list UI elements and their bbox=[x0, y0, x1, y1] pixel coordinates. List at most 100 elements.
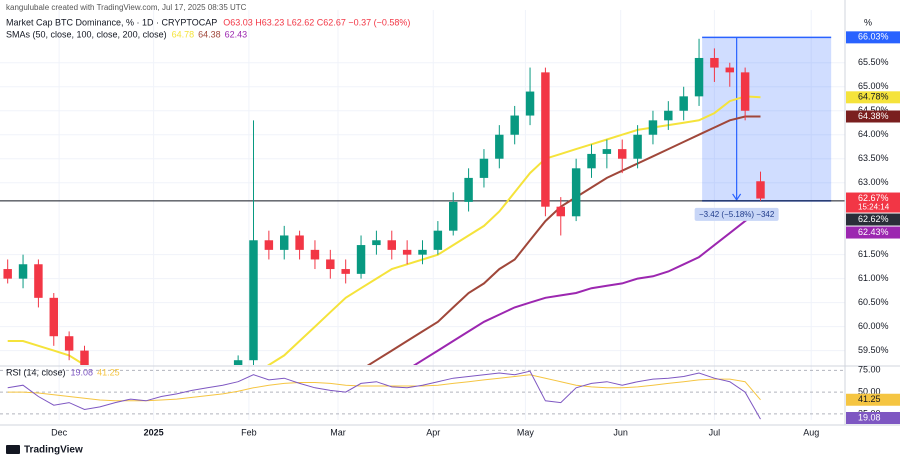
x-tick-label: Aug bbox=[803, 427, 819, 437]
ohlc-values: O63.03 H63.23 L62.62 C62.67 −0.37 (−0.58… bbox=[223, 17, 410, 27]
price-tag-label: 62.62% bbox=[858, 214, 889, 224]
candle-body bbox=[326, 259, 335, 270]
candle-body bbox=[648, 120, 658, 135]
candle-body bbox=[556, 206, 565, 217]
sma-legend-value: 62.43 bbox=[225, 29, 248, 39]
price-tag-label: 62.67% bbox=[858, 193, 889, 203]
chart-title: Market Cap BTC Dominance, % · 1D · CRYPT… bbox=[6, 17, 217, 27]
rsi-line bbox=[7, 374, 761, 402]
x-tick-label: May bbox=[517, 427, 535, 437]
candle-body bbox=[402, 249, 412, 255]
measure-arrow-head bbox=[732, 193, 742, 202]
candle-body bbox=[64, 336, 74, 351]
rsi-legend-value: 41.25 bbox=[97, 367, 120, 377]
axes: 59.50% 60.00% 60.50% 61.00% 61.50% 63.00% 63.5… bbox=[51, 57, 888, 437]
rsi-tag bbox=[846, 412, 900, 424]
rsi-legend-value: 19.08 bbox=[71, 367, 94, 377]
candle-body bbox=[479, 158, 489, 178]
sma-line bbox=[366, 115, 761, 365]
price-tag-label: 64.78% bbox=[858, 92, 889, 102]
candle-body bbox=[80, 350, 89, 365]
candle-body bbox=[725, 67, 734, 73]
candle-body bbox=[341, 269, 350, 274]
candle-body bbox=[449, 201, 458, 231]
candle-body bbox=[602, 149, 612, 154]
unit-label: % bbox=[864, 17, 872, 27]
price-tag-label: 62.43% bbox=[858, 227, 889, 237]
rsi-tick-label: 75.00 bbox=[858, 365, 881, 375]
candle-body bbox=[310, 249, 320, 260]
candle-body bbox=[464, 177, 473, 202]
brand: TradingView bbox=[24, 445, 83, 456]
candle-body bbox=[372, 240, 381, 246]
price-tag bbox=[846, 110, 900, 123]
x-tick-label: Feb bbox=[241, 427, 257, 437]
x-tick-label: Mar bbox=[330, 427, 346, 437]
y-tick-label: 63.50% bbox=[858, 153, 889, 163]
candle-body bbox=[571, 168, 581, 217]
price-tag-label: 64.38% bbox=[858, 111, 889, 121]
measure-box bbox=[702, 37, 832, 201]
candle-body bbox=[280, 235, 289, 250]
y-tick-label: 61.50% bbox=[858, 249, 889, 259]
candle-body bbox=[3, 269, 12, 279]
candle-body bbox=[249, 240, 258, 361]
candle-body bbox=[433, 230, 443, 250]
candle-body bbox=[710, 57, 719, 68]
candle-body bbox=[618, 149, 627, 159]
x-tick-label: Apr bbox=[426, 427, 440, 437]
candle-body bbox=[694, 57, 704, 97]
measure-label-bg bbox=[694, 207, 779, 221]
y-tick-label: 64.50% bbox=[858, 105, 889, 115]
rsi-tag-label: 41.25 bbox=[858, 394, 881, 404]
overlay: −3.42 (−5.18%) −342 66.03% 64.78% 64.38% 62.… bbox=[694, 31, 900, 424]
candle-body bbox=[587, 153, 596, 169]
credit: kangulubale created with TradingView.com… bbox=[6, 3, 247, 12]
price-tag bbox=[846, 226, 900, 239]
price-tag-timer: 15:24:14 bbox=[858, 203, 890, 212]
candle-body bbox=[740, 72, 750, 111]
price-tag bbox=[846, 213, 900, 226]
y-tick-label: 63.00% bbox=[858, 177, 889, 187]
candle-body bbox=[633, 134, 642, 159]
x-tick-label: 2025 bbox=[144, 427, 164, 437]
rsi-tag-label: 19.08 bbox=[858, 412, 881, 422]
rsi-pane bbox=[0, 369, 845, 420]
candle-body bbox=[356, 245, 366, 274]
y-tick-label: 60.50% bbox=[858, 297, 889, 307]
candle-body bbox=[387, 240, 396, 250]
candle-body bbox=[233, 360, 243, 365]
rsi-line bbox=[7, 370, 761, 420]
candle-body bbox=[541, 72, 550, 207]
price-pane bbox=[0, 36, 845, 365]
candle-body bbox=[664, 110, 673, 121]
y-tick-label: 65.50% bbox=[858, 57, 889, 67]
candle-body bbox=[418, 249, 427, 255]
y-tick-label: 60.00% bbox=[858, 321, 889, 331]
candle-body bbox=[34, 264, 43, 298]
candle-body bbox=[495, 134, 504, 159]
candle-body bbox=[264, 240, 274, 250]
grid bbox=[0, 10, 845, 420]
price-tag bbox=[846, 31, 900, 44]
y-tick-label: 61.00% bbox=[858, 273, 889, 283]
price-tag-label: 66.03% bbox=[858, 32, 889, 42]
candle-body bbox=[18, 264, 28, 279]
candle-body bbox=[49, 297, 58, 337]
y-tick-label: 64.00% bbox=[858, 129, 889, 139]
candle-body bbox=[756, 181, 765, 199]
sma-legend-value: 64.78 bbox=[172, 29, 195, 39]
x-tick-label: Jul bbox=[709, 427, 721, 437]
x-tick-label: Dec bbox=[51, 427, 68, 437]
x-tick-label: Jun bbox=[613, 427, 628, 437]
brand-logo bbox=[6, 445, 20, 454]
rsi-tag bbox=[846, 393, 900, 406]
candle-body bbox=[525, 91, 535, 116]
candle-body bbox=[295, 235, 304, 250]
candle-body bbox=[679, 96, 688, 111]
price-tag bbox=[846, 91, 900, 104]
price-tag bbox=[846, 192, 900, 213]
measure-label: −3.42 (−5.18%) −342 bbox=[699, 210, 775, 219]
y-tick-label: 59.50% bbox=[858, 345, 889, 355]
